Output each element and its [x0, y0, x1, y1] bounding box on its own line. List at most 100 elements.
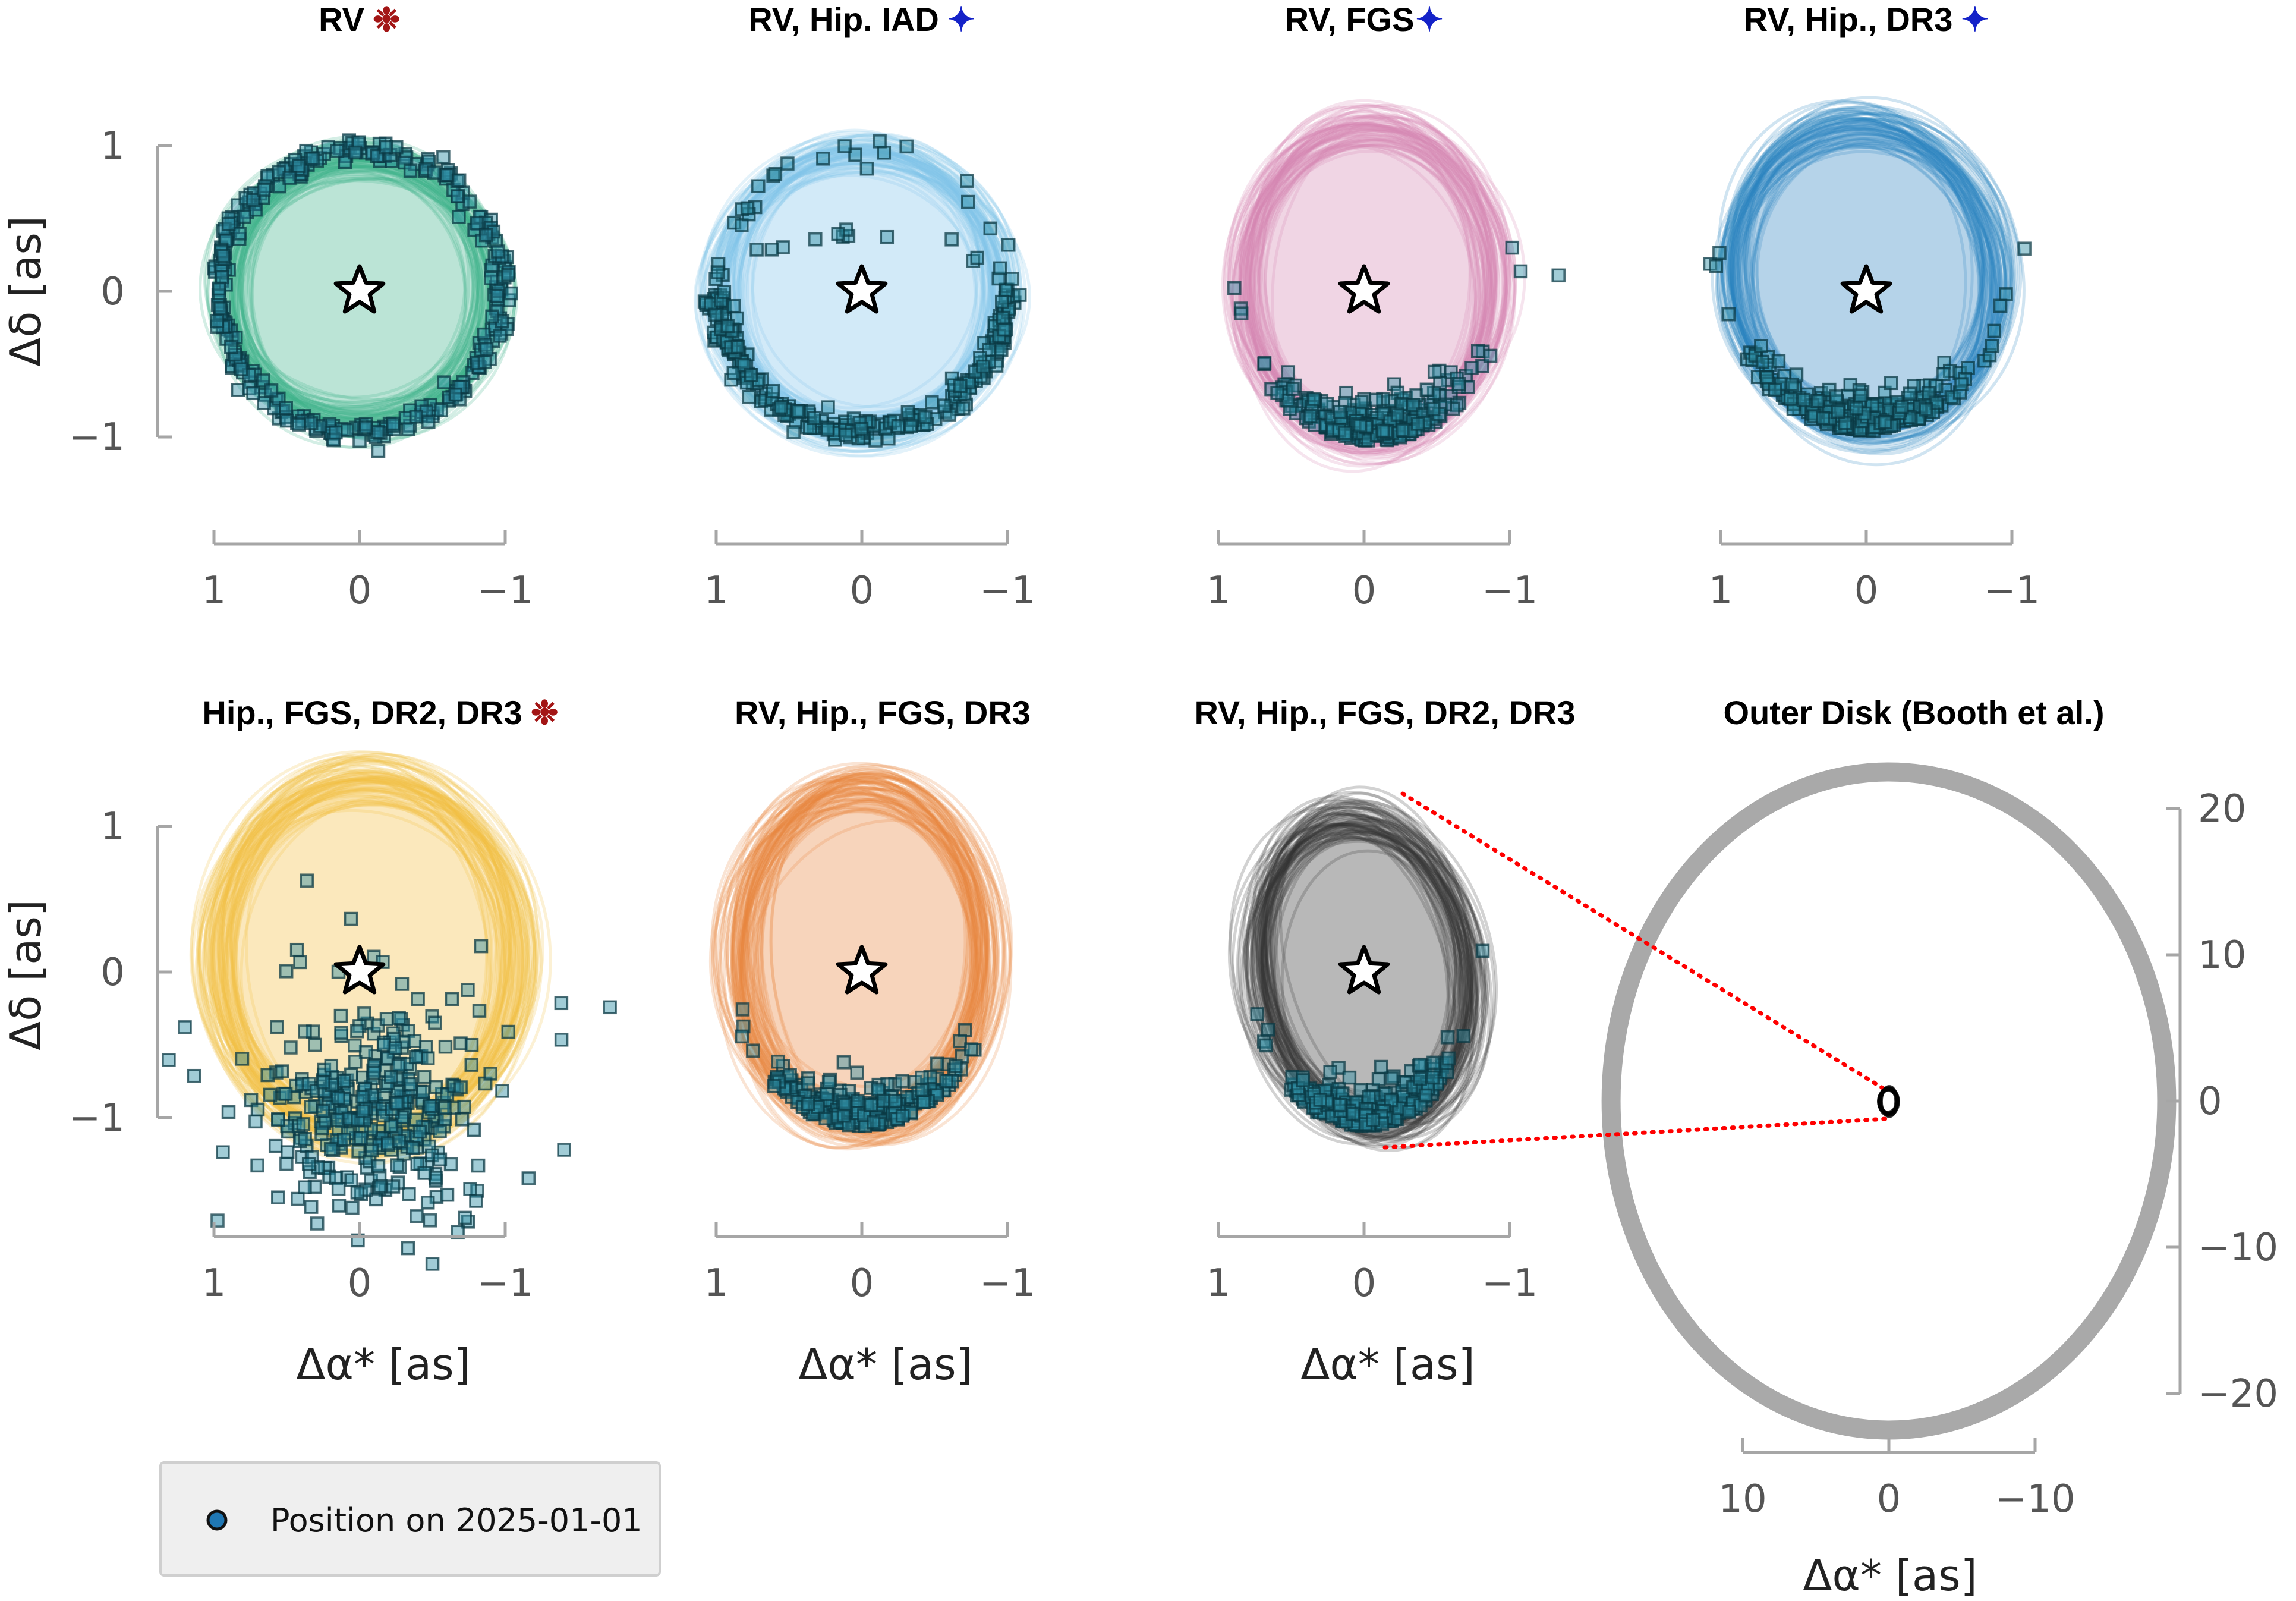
position-marker	[790, 404, 805, 418]
orbit-line	[1245, 800, 1473, 1141]
position-markers-rv-hip-iad	[697, 134, 1027, 448]
position-marker	[263, 1087, 278, 1102]
position-marker	[333, 1008, 348, 1023]
x-tick-label: 1	[704, 1262, 729, 1306]
position-marker	[996, 310, 1010, 325]
panel-title-rv-fgs: RV, FGS✦	[1285, 1, 1444, 38]
orbit-line	[1257, 798, 1498, 1121]
orbit-line	[1745, 101, 1985, 438]
position-marker	[467, 1122, 481, 1137]
position-marker	[964, 1042, 978, 1056]
position-marker	[1418, 1088, 1433, 1103]
position-marker	[370, 424, 385, 439]
orbit-line	[221, 762, 490, 1135]
position-marker	[484, 271, 498, 285]
position-marker	[1759, 370, 1774, 385]
position-marker	[970, 250, 985, 265]
position-marker	[379, 1012, 394, 1026]
position-marker	[1355, 395, 1369, 409]
orbit-line	[1274, 835, 1480, 1124]
position-marker	[264, 383, 279, 398]
position-marker	[279, 401, 293, 415]
position-marker	[774, 400, 788, 415]
position-marker	[873, 134, 887, 149]
orbit-line	[751, 776, 979, 1141]
position-marker	[1993, 298, 2008, 313]
position-marker	[298, 1024, 312, 1039]
position-marker	[393, 1056, 407, 1071]
position-marker	[257, 396, 271, 410]
position-marker	[275, 1064, 289, 1078]
orbit-line	[1259, 122, 1495, 454]
position-marker	[937, 398, 952, 413]
position-marker	[344, 911, 358, 926]
orbit-line	[732, 768, 1007, 1134]
position-marker	[818, 1111, 833, 1126]
orbit-line	[1252, 813, 1470, 1093]
position-marker	[1375, 423, 1390, 438]
x-tick-label: −10	[1995, 1477, 2075, 1521]
orbit-line	[752, 789, 985, 1130]
orbit-line	[197, 774, 537, 1153]
orbit-line	[1251, 105, 1477, 451]
position-marker	[1369, 392, 1384, 407]
position-marker	[1796, 392, 1811, 407]
position-marker	[726, 366, 741, 380]
position-marker	[1333, 1097, 1347, 1112]
position-markers-rv-hip-fgs-dr3	[735, 1002, 982, 1133]
orbit-line	[1259, 822, 1475, 1127]
outer-disk-ring	[1601, 762, 2177, 1440]
position-marker	[331, 1181, 346, 1196]
position-marker	[246, 193, 260, 207]
position-marker	[848, 147, 862, 162]
orbit-line	[726, 776, 1005, 1138]
orbit-line	[1720, 112, 2026, 441]
position-marker	[337, 1074, 351, 1089]
y-tick-label: 1	[100, 124, 125, 168]
position-marker	[1418, 416, 1432, 430]
x-tick-label: −1	[1984, 569, 2040, 613]
position-marker	[521, 1171, 536, 1185]
orbit-line	[1728, 115, 1999, 452]
position-marker	[357, 1006, 371, 1021]
y-tick-label: 20	[2198, 787, 2246, 831]
position-marker	[455, 1112, 470, 1127]
position-marker	[1440, 1030, 1455, 1045]
x-tick-label: 1	[1709, 569, 1733, 613]
position-marker	[469, 1194, 483, 1208]
position-marker	[331, 1090, 345, 1105]
orbit-line	[1750, 118, 1985, 442]
orbit-line	[1743, 110, 1985, 449]
position-marker	[1426, 402, 1441, 416]
orbit-line	[225, 753, 512, 1159]
orbit-line	[744, 786, 984, 1089]
position-marker	[1426, 1055, 1441, 1070]
position-marker	[1281, 365, 1296, 379]
position-marker	[1838, 416, 1853, 430]
position-marker	[916, 1094, 931, 1109]
position-marker	[1513, 264, 1528, 279]
position-marker	[953, 1034, 967, 1049]
position-marker	[302, 1077, 316, 1091]
orbit-line	[1258, 801, 1478, 1134]
orbit-line	[726, 147, 996, 447]
x-tick-label: −1	[979, 569, 1035, 613]
star-icon	[1338, 945, 1390, 995]
position-marker	[490, 244, 505, 259]
orbit-line	[233, 756, 521, 1159]
orbit-line	[1243, 146, 1487, 455]
position-marker	[390, 1158, 404, 1172]
position-marker	[268, 1138, 283, 1153]
position-marker	[216, 249, 231, 263]
position-marker	[831, 227, 845, 241]
position-marker	[390, 1096, 405, 1111]
position-marker	[162, 1053, 176, 1067]
position-marker	[440, 1187, 455, 1202]
position-marker	[304, 1100, 318, 1114]
position-marker	[717, 285, 732, 299]
position-marker	[351, 1144, 366, 1159]
position-marker	[996, 322, 1011, 337]
position-marker	[332, 1199, 347, 1213]
orbit-line	[216, 147, 481, 414]
position-marker	[392, 1134, 407, 1149]
